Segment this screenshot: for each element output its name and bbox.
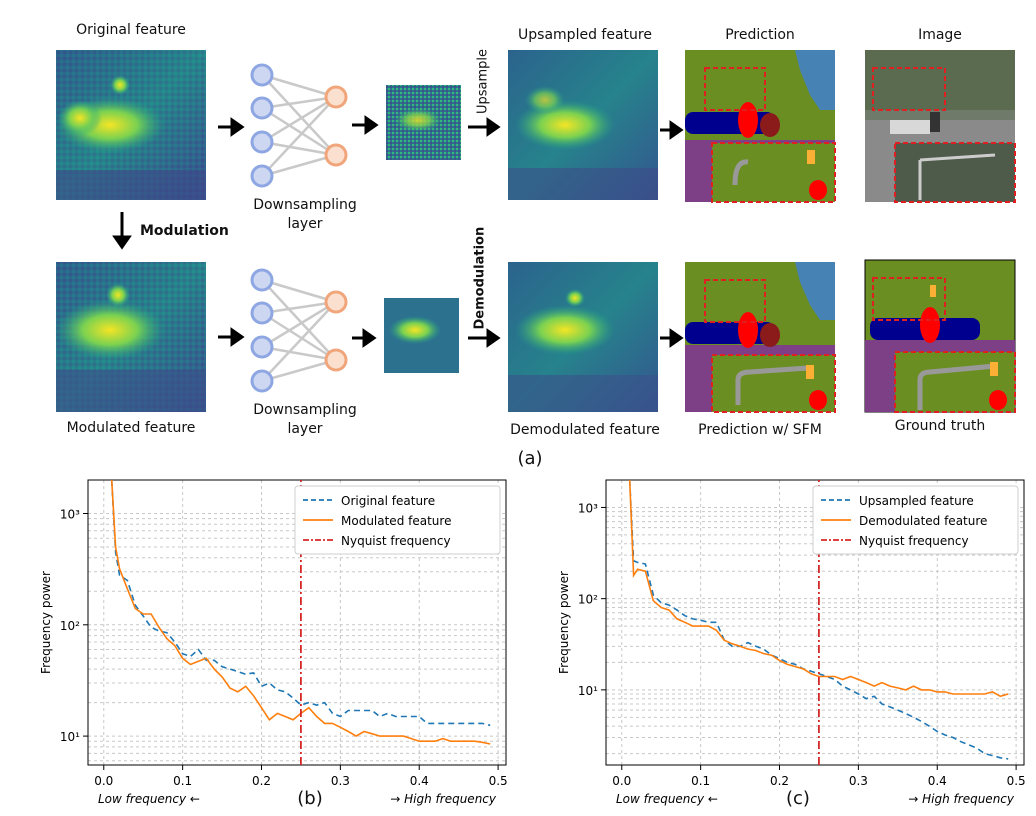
downsampled-feature-top [386, 85, 461, 160]
chart-b: 0.0 0.1 0.2 0.3 0.4 0.5 10¹ 10² 10³ Frequency pow… [39, 479, 508, 806]
label-demodulated-feature: Demodulated feature [510, 422, 660, 438]
chart-c-xtick-label: 0.5 [1007, 774, 1026, 788]
chart-b-xtick-label: 0.2 [252, 774, 271, 788]
label-modulation: Modulation [140, 223, 229, 239]
chart-b-series-0 [110, 480, 491, 727]
chart-c-high-frequency-label: → High frequency [908, 792, 1015, 806]
street-image [865, 50, 1016, 203]
label-prediction: Prediction [725, 27, 795, 43]
chart-c-xtick-label: 0.3 [849, 774, 868, 788]
label-panel-a: (a) [517, 448, 543, 469]
label-downsampling-layer-top: Downsampling layer [240, 196, 370, 234]
chart-b-low-frequency-label: Low frequency ← [98, 792, 200, 806]
chart-c-ytick-label: 10³ [578, 501, 598, 515]
chart-b-frame [87, 479, 507, 766]
upsampled-feature-map [508, 50, 658, 200]
chart-c-ylabel: Frequency power [557, 571, 571, 674]
label-downsampling-layer-bottom: Downsampling layer [240, 401, 370, 439]
chart-c-legend-label-0: Upsampled feature [859, 494, 974, 508]
chart-c-series-1 [628, 480, 1009, 698]
chart-b-legend: Original feature Modulated feature Nyquist… [294, 485, 501, 555]
label-image: Image [918, 27, 962, 43]
chart-c-low-frequency-label: Low frequency ← [616, 792, 718, 806]
chart-b-xtick-label: 0.0 [94, 774, 113, 788]
chart-c-xtick-label: 0.0 [612, 774, 631, 788]
chart-b-high-frequency-label: → High frequency [390, 792, 497, 806]
label-downsampling-bottom-line2: layer [287, 421, 323, 437]
chart-c-legend: Upsampled feature Demodulated feature Nyqu… [812, 485, 1019, 555]
chart-c-legend-label-2: Nyquist frequency [859, 534, 969, 548]
label-downsampling-top-line2: layer [287, 216, 323, 232]
label-panel-c: (c) [786, 788, 810, 809]
label-downsampling-bottom-line1: Downsampling [253, 402, 357, 418]
chart-b-legend-label-1: Modulated feature [341, 514, 451, 528]
modulated-feature-map [55, 262, 206, 412]
downsampling-network-bottom [250, 268, 348, 393]
chart-c-series-0 [628, 480, 1009, 760]
chart-c-xtick-label: 0.2 [770, 774, 789, 788]
chart-c-frame [605, 479, 1025, 766]
chart-c-legend-label-1: Demodulated feature [859, 514, 987, 528]
demodulated-feature-map [508, 262, 658, 412]
chart-b-legend-box [294, 485, 501, 555]
chart-b-legend-label-0: Original feature [341, 494, 435, 508]
label-original-feature: Original feature [76, 22, 186, 38]
chart-b-ylabel: Frequency power [39, 571, 53, 674]
label-panel-b: (b) [297, 788, 323, 809]
chart-b-series-1 [110, 480, 491, 745]
label-downsampling-top-line1: Downsampling [253, 197, 357, 213]
chart-c-ytick-label: 10¹ [578, 684, 598, 698]
chart-b-xtick-label: 0.5 [489, 774, 508, 788]
chart-b-ytick-label: 10² [60, 619, 80, 633]
label-modulated-feature: Modulated feature [66, 420, 196, 436]
label-prediction-sfm: Prediction w/ SFM [698, 422, 822, 438]
chart-b-legend-label-2: Nyquist frequency [341, 534, 451, 548]
chart-c-xtick-label: 0.4 [928, 774, 947, 788]
chart-b-xtick-label: 0.3 [331, 774, 350, 788]
chart-b-ytick-label: 10¹ [60, 730, 80, 744]
chart-c-ytick-label: 10² [578, 593, 598, 607]
chart-c-xtick-label: 0.1 [691, 774, 710, 788]
prediction-map-sfm [685, 262, 836, 413]
ground-truth-map [864, 259, 1016, 413]
original-feature-map [55, 50, 206, 200]
prediction-map-top [685, 50, 836, 203]
label-ground-truth: Ground truth [894, 418, 986, 434]
chart-b-xtick-label: 0.4 [410, 774, 429, 788]
chart-c-legend-box [812, 485, 1019, 555]
label-upsampled-feature: Upsampled feature [518, 27, 652, 43]
downsampled-feature-bottom [384, 298, 459, 373]
chart-c: 0.0 0.1 0.2 0.3 0.4 0.5 10¹ 10² 10³ Frequency pow… [557, 479, 1026, 806]
diagram-graphics [55, 50, 1016, 413]
chart-b-ytick-label: 10³ [60, 508, 80, 522]
flow-arrows [112, 115, 684, 348]
downsampling-network-top [250, 63, 348, 188]
chart-b-xtick-label: 0.1 [173, 774, 192, 788]
